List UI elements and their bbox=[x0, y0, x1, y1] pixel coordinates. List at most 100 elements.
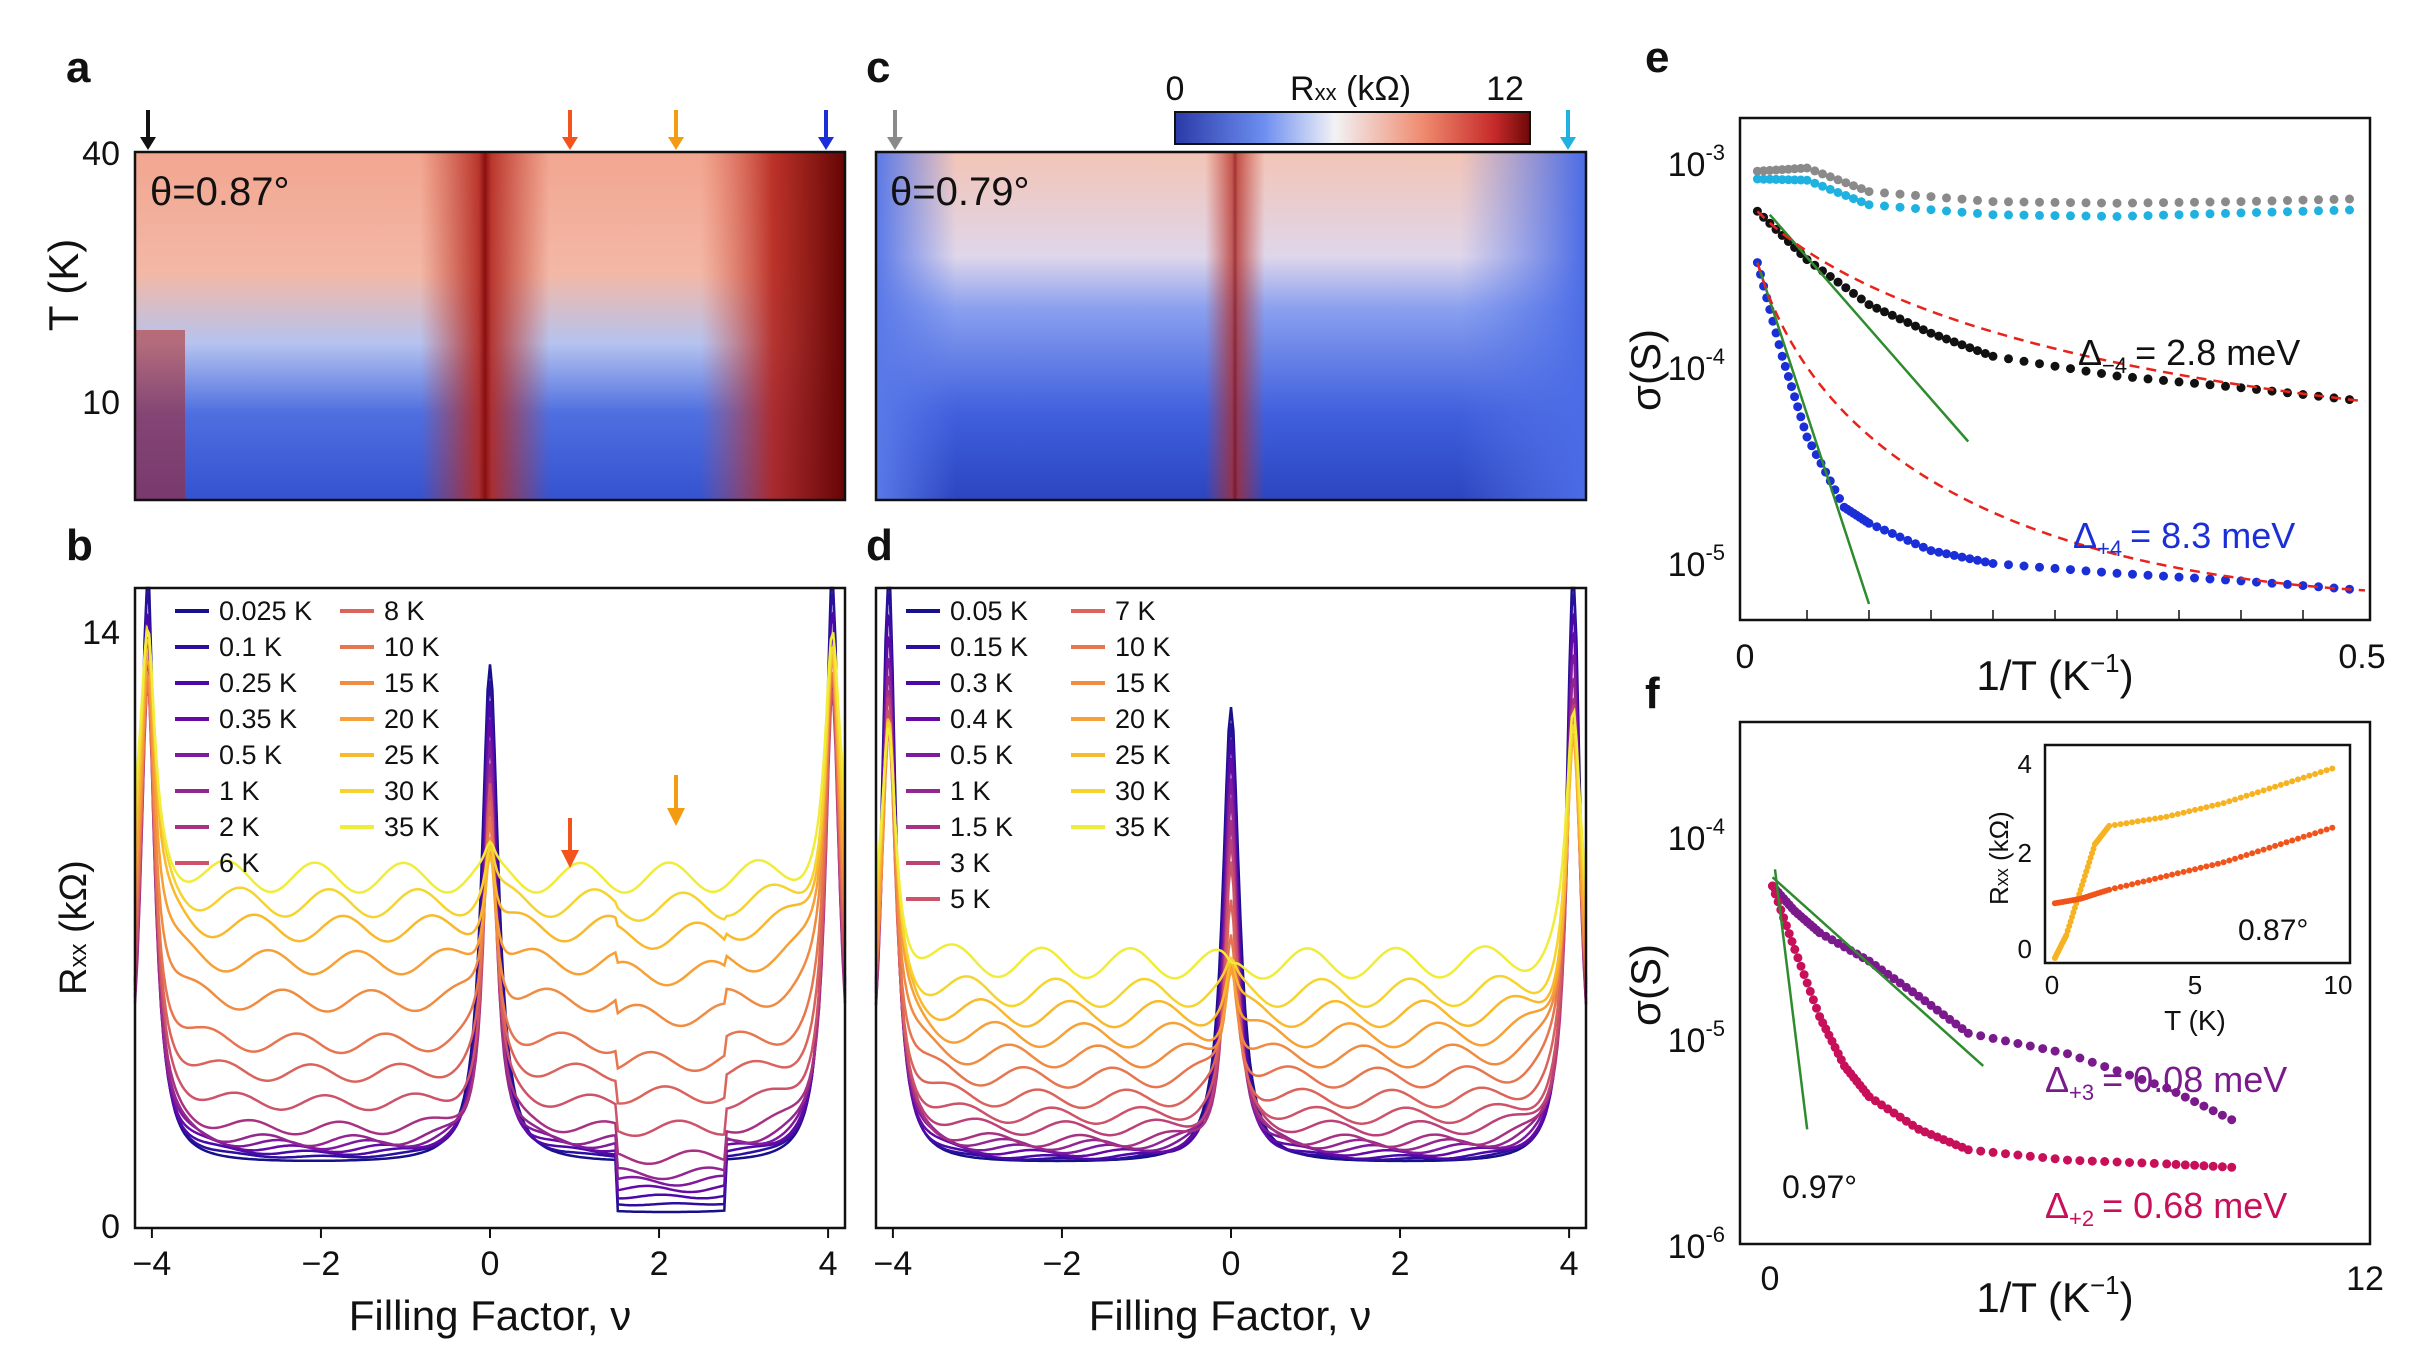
inset-xtick-5: 5 bbox=[2188, 970, 2202, 1000]
heatmap-c-right-edge bbox=[1460, 152, 1586, 500]
point-blue-4 bbox=[1918, 542, 1928, 552]
point-purple-3 bbox=[2025, 1041, 2035, 1051]
point-cyan bbox=[2205, 209, 2215, 219]
point-blue-4 bbox=[1793, 402, 1803, 412]
point-crimson-2 bbox=[2190, 1160, 2200, 1170]
inset-point-0 bbox=[2197, 805, 2204, 812]
point-black-4 bbox=[2081, 366, 2091, 376]
inset-point-1 bbox=[2111, 885, 2118, 892]
point-crimson-2 bbox=[2137, 1158, 2147, 1168]
inset-point-0 bbox=[2084, 863, 2091, 870]
point-blue-4 bbox=[1799, 422, 1809, 432]
point-gray bbox=[1810, 166, 1820, 176]
inset-ytick-2: 2 bbox=[2018, 838, 2032, 868]
inset-point-1 bbox=[2220, 859, 2227, 866]
point-gray bbox=[2205, 197, 2215, 207]
inset-point-0 bbox=[2254, 789, 2261, 796]
point-blue-4 bbox=[1880, 525, 1889, 535]
point-gray bbox=[2128, 198, 2137, 208]
inset-point-1 bbox=[2226, 857, 2233, 864]
panel-f-xlabel: 1/T (K−1) bbox=[1976, 1270, 2133, 1321]
point-purple-3 bbox=[2063, 1049, 2072, 1059]
curve-5-K bbox=[874, 707, 1588, 1125]
point-gray bbox=[2112, 198, 2122, 208]
xtick-label: 4 bbox=[1560, 1245, 1579, 1283]
arrow-red-head bbox=[562, 137, 578, 150]
point-crimson-2 bbox=[1812, 1003, 1821, 1013]
point-purple-3 bbox=[2180, 1092, 2190, 1102]
point-blue-4 bbox=[1864, 518, 1874, 528]
inset-ylabel: Rxx (kΩ) bbox=[1984, 811, 2014, 905]
point-black-4 bbox=[1918, 325, 1928, 335]
point-gray bbox=[2252, 196, 2261, 206]
xtick-label: 2 bbox=[1391, 1245, 1410, 1283]
point-blue-4 bbox=[1752, 258, 1762, 268]
xtick-label: −2 bbox=[1043, 1245, 1082, 1283]
curve-3-K bbox=[874, 696, 1588, 1137]
point-cyan bbox=[1856, 197, 1866, 207]
point-cyan bbox=[1880, 201, 1889, 211]
inset-point-0 bbox=[2163, 813, 2170, 820]
inset-ytick-4: 4 bbox=[2018, 749, 2032, 779]
point-cyan bbox=[2252, 208, 2261, 217]
legend-label: 35 K bbox=[384, 812, 440, 842]
point-gray bbox=[1856, 184, 1866, 194]
point-cyan bbox=[2050, 211, 2060, 221]
point-black-4 bbox=[1887, 310, 1897, 320]
point-black-4 bbox=[1864, 300, 1874, 310]
point-blue-4 bbox=[2205, 574, 2215, 584]
point-gray bbox=[2190, 197, 2199, 207]
legend-label: 0.05 K bbox=[950, 596, 1028, 626]
inset-point-0 bbox=[2300, 774, 2307, 781]
legend-label: 15 K bbox=[1115, 668, 1171, 698]
point-gray bbox=[1825, 172, 1835, 182]
colorbar-min-label: 0 bbox=[1166, 70, 1185, 108]
point-blue-4 bbox=[1903, 535, 1913, 545]
point-blue-4 bbox=[1780, 361, 1790, 371]
point-blue-4 bbox=[1988, 559, 1998, 568]
curve-15-K bbox=[133, 661, 847, 1028]
arrow-b-red-head bbox=[561, 850, 579, 868]
inset-point-0 bbox=[2111, 822, 2118, 828]
point-cyan bbox=[2081, 211, 2091, 221]
panel-e: e σ(S) 10-3 10-4 10-5 0 0.5 1/T (K−1) Δ−… bbox=[1622, 33, 2386, 699]
legend-label: 20 K bbox=[1115, 704, 1171, 734]
point-blue-4 bbox=[1887, 529, 1897, 538]
colorbar-gradient bbox=[1174, 111, 1531, 145]
panel-f-xtick-0: 0 bbox=[1761, 1260, 1780, 1298]
point-blue-4 bbox=[1926, 546, 1936, 556]
heatmap-c-frame bbox=[874, 150, 1588, 502]
point-blue-4 bbox=[1957, 552, 1967, 562]
panel-b: b 14 0 Rxx (kΩ) −4 −2 0 2 4 Filling Factor, … bbox=[53, 521, 847, 1339]
inset-point-1 bbox=[2152, 875, 2158, 882]
panel-b-xlabel: Filling Factor, ν bbox=[349, 1292, 631, 1339]
arrow-black-head bbox=[140, 137, 156, 150]
inset-frame bbox=[2043, 743, 2352, 965]
arrows-a bbox=[140, 110, 834, 150]
point-purple-3 bbox=[2100, 1062, 2110, 1072]
inset-point-0 bbox=[2243, 792, 2250, 799]
point-purple-3 bbox=[2171, 1088, 2181, 1097]
point-black-4 bbox=[2112, 371, 2122, 381]
inset-point-0 bbox=[2203, 804, 2210, 811]
inset-point-0 bbox=[2080, 877, 2087, 884]
inset-point-0 bbox=[2249, 791, 2256, 797]
inset-point-0 bbox=[2071, 904, 2078, 911]
point-black-4 bbox=[2050, 361, 2060, 371]
point-crimson-2 bbox=[2171, 1159, 2181, 1169]
xtick-label: 4 bbox=[819, 1245, 838, 1283]
point-black-4 bbox=[1895, 314, 1905, 324]
panel-e-ytick-2: 10-4 bbox=[1668, 344, 1725, 388]
panel-f-ytick-3: 10-6 bbox=[1668, 1222, 1725, 1266]
legend-label: 1 K bbox=[219, 776, 260, 806]
inset-point-1 bbox=[2272, 842, 2279, 849]
panel-f-ytick-1: 10-4 bbox=[1668, 814, 1725, 858]
point-gray bbox=[2004, 197, 2013, 207]
point-black-4 bbox=[1802, 255, 1812, 265]
point-black-4 bbox=[1825, 272, 1835, 281]
inset-point-0 bbox=[2266, 785, 2273, 792]
panel-b-ytick-14: 14 bbox=[82, 614, 120, 652]
point-black-4 bbox=[2097, 369, 2106, 378]
point-black-4 bbox=[1903, 318, 1913, 327]
point-blue-4 bbox=[1895, 532, 1905, 542]
